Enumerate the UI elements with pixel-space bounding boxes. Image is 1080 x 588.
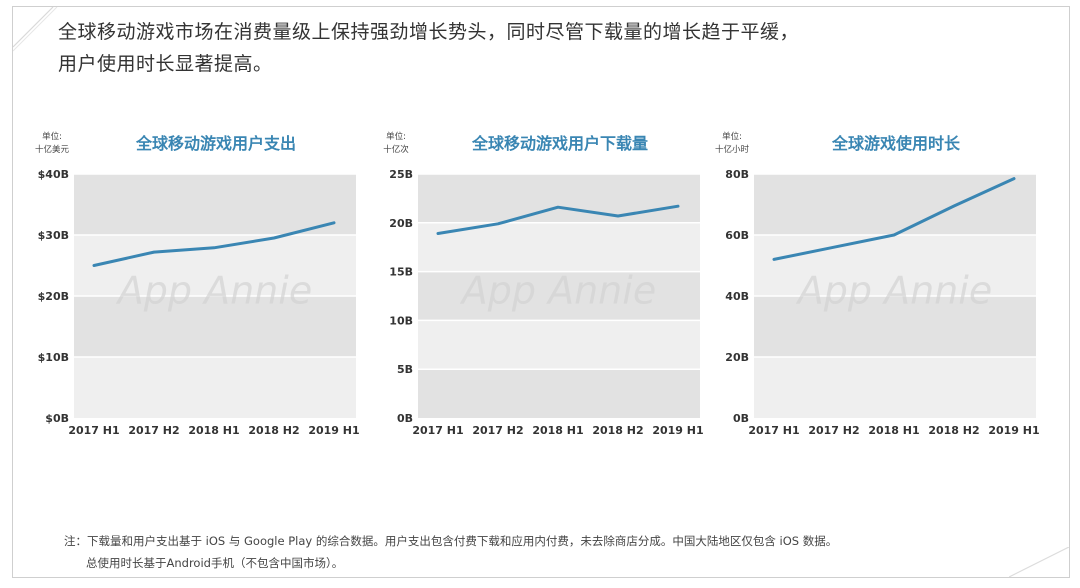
- y-tick-label: 80B: [725, 168, 749, 181]
- plot-band: [418, 271, 700, 321]
- chart-svg: 单位: 十亿次 全球移动游戏用户下载量 App Annie 0B 5B 10B 15B 20B 2…: [383, 131, 703, 437]
- y-tick-label: $10B: [38, 351, 69, 364]
- x-tick-label: 2017 H2: [472, 424, 523, 437]
- data-point: [676, 205, 680, 208]
- data-point: [556, 205, 560, 209]
- x-tick-label: 2017 H1: [748, 424, 799, 437]
- plot-band: [754, 357, 1036, 418]
- y-tick-label: 0B: [733, 412, 749, 425]
- data-point: [92, 264, 96, 267]
- x-tick-label: 2019 H1: [652, 424, 703, 437]
- x-tick-label: 2018 H1: [868, 424, 919, 437]
- data-point: [332, 221, 336, 224]
- plot-band: [74, 296, 356, 357]
- plot-band: [74, 357, 356, 418]
- y-tick-label: 20B: [389, 217, 413, 230]
- data-point: [832, 246, 836, 249]
- unit-label: 十亿小时: [715, 144, 750, 155]
- data-point: [212, 246, 216, 250]
- data-point: [772, 258, 776, 261]
- footnote: 注：下载量和用户支出基于 iOS 与 Google Play 的综合数据。用户支…: [64, 530, 1024, 574]
- plot-band: [418, 369, 700, 418]
- plot-band: [74, 174, 356, 235]
- watermark: App Annie: [795, 268, 992, 312]
- x-tick-label: 2019 H1: [308, 424, 359, 437]
- plot-band: [754, 174, 1036, 235]
- footnote-line-1: 注：下载量和用户支出基于 iOS 与 Google Play 的综合数据。用户支…: [64, 534, 838, 548]
- unit-label: 十亿次: [383, 144, 409, 155]
- data-point: [152, 250, 156, 254]
- chart-title: 全球移动游戏用户下载量: [471, 134, 648, 153]
- x-tick-label: 2018 H2: [592, 424, 643, 437]
- x-tick-label: 2017 H2: [808, 424, 859, 437]
- plot-band: [418, 222, 700, 272]
- plot-band: [754, 296, 1036, 357]
- plot-band: [418, 320, 700, 370]
- y-tick-label: 25B: [389, 168, 413, 181]
- y-tick-label: $0B: [45, 412, 69, 425]
- watermark: App Annie: [459, 268, 656, 312]
- x-tick-label: 2019 H1: [988, 424, 1039, 437]
- y-tick-label: $30B: [38, 229, 69, 242]
- headline: 全球移动游戏市场在消费量级上保持强劲增长势头，同时尽管下载量的增长趋于平缓， 用…: [58, 16, 1038, 80]
- corner-decoration-bottom: [1009, 547, 1069, 577]
- chart-downloads: 单位: 十亿次 全球移动游戏用户下载量 App Annie 0B 5B 10B 15B 20B 2…: [380, 126, 703, 444]
- data-point: [496, 222, 500, 225]
- plot-band: [754, 235, 1036, 296]
- y-tick-label: 10B: [389, 314, 413, 327]
- headline-line-1: 全球移动游戏市场在消费量级上保持强劲增长势头，同时尽管下载量的增长趋于平缓，: [58, 21, 800, 43]
- data-point: [272, 236, 276, 240]
- data-point: [952, 204, 956, 208]
- data-point: [436, 232, 440, 235]
- y-tick-label: 5B: [397, 363, 413, 376]
- y-tick-label: 20B: [725, 351, 749, 364]
- watermark: App Annie: [115, 268, 312, 312]
- corner-decoration: [13, 7, 58, 52]
- plot-band: [418, 174, 700, 223]
- y-tick-label: $20B: [38, 290, 69, 303]
- data-point: [616, 214, 620, 218]
- headline-line-2: 用户使用时长显著提高。: [58, 53, 273, 75]
- chart-svg: 单位: 十亿小时 全球游戏使用时长 App Annie 0B 20B 40B 60B 80B 20…: [715, 131, 1040, 437]
- chart-time-spent: 单位: 十亿小时 全球游戏使用时长 App Annie 0B 20B 40B 60B 80B 20…: [715, 126, 1040, 444]
- plot-band: [74, 235, 356, 296]
- y-tick-label: 60B: [725, 229, 749, 242]
- x-tick-label: 2018 H1: [188, 424, 239, 437]
- chart-title: 全球游戏使用时长: [831, 134, 961, 153]
- data-point: [1012, 177, 1016, 180]
- x-tick-label: 2018 H2: [928, 424, 979, 437]
- chart-svg: 单位: 十亿美元 全球移动游戏用户支出 App Annie $0B $10B $20B $30…: [35, 131, 360, 437]
- x-tick-label: 2018 H1: [532, 424, 583, 437]
- unit-label: 单位:: [386, 131, 406, 142]
- y-tick-label: $40B: [38, 168, 69, 181]
- unit-label: 十亿美元: [35, 144, 70, 155]
- chart-title: 全球移动游戏用户支出: [135, 134, 296, 153]
- unit-label: 单位:: [722, 131, 742, 142]
- x-tick-label: 2017 H1: [68, 424, 119, 437]
- unit-label: 单位:: [42, 131, 62, 142]
- data-point: [892, 233, 896, 237]
- chart-user-spending: 单位: 十亿美元 全球移动游戏用户支出 App Annie $0B $10B $20B $30…: [35, 126, 360, 444]
- x-tick-label: 2017 H2: [128, 424, 179, 437]
- x-tick-label: 2018 H2: [248, 424, 299, 437]
- y-tick-label: 40B: [725, 290, 749, 303]
- y-tick-label: 15B: [389, 266, 413, 279]
- y-tick-label: 0B: [397, 412, 413, 425]
- footnote-line-2: 总使用时长基于Android手机（不包含中国市场）。: [86, 556, 344, 570]
- x-tick-label: 2017 H1: [412, 424, 463, 437]
